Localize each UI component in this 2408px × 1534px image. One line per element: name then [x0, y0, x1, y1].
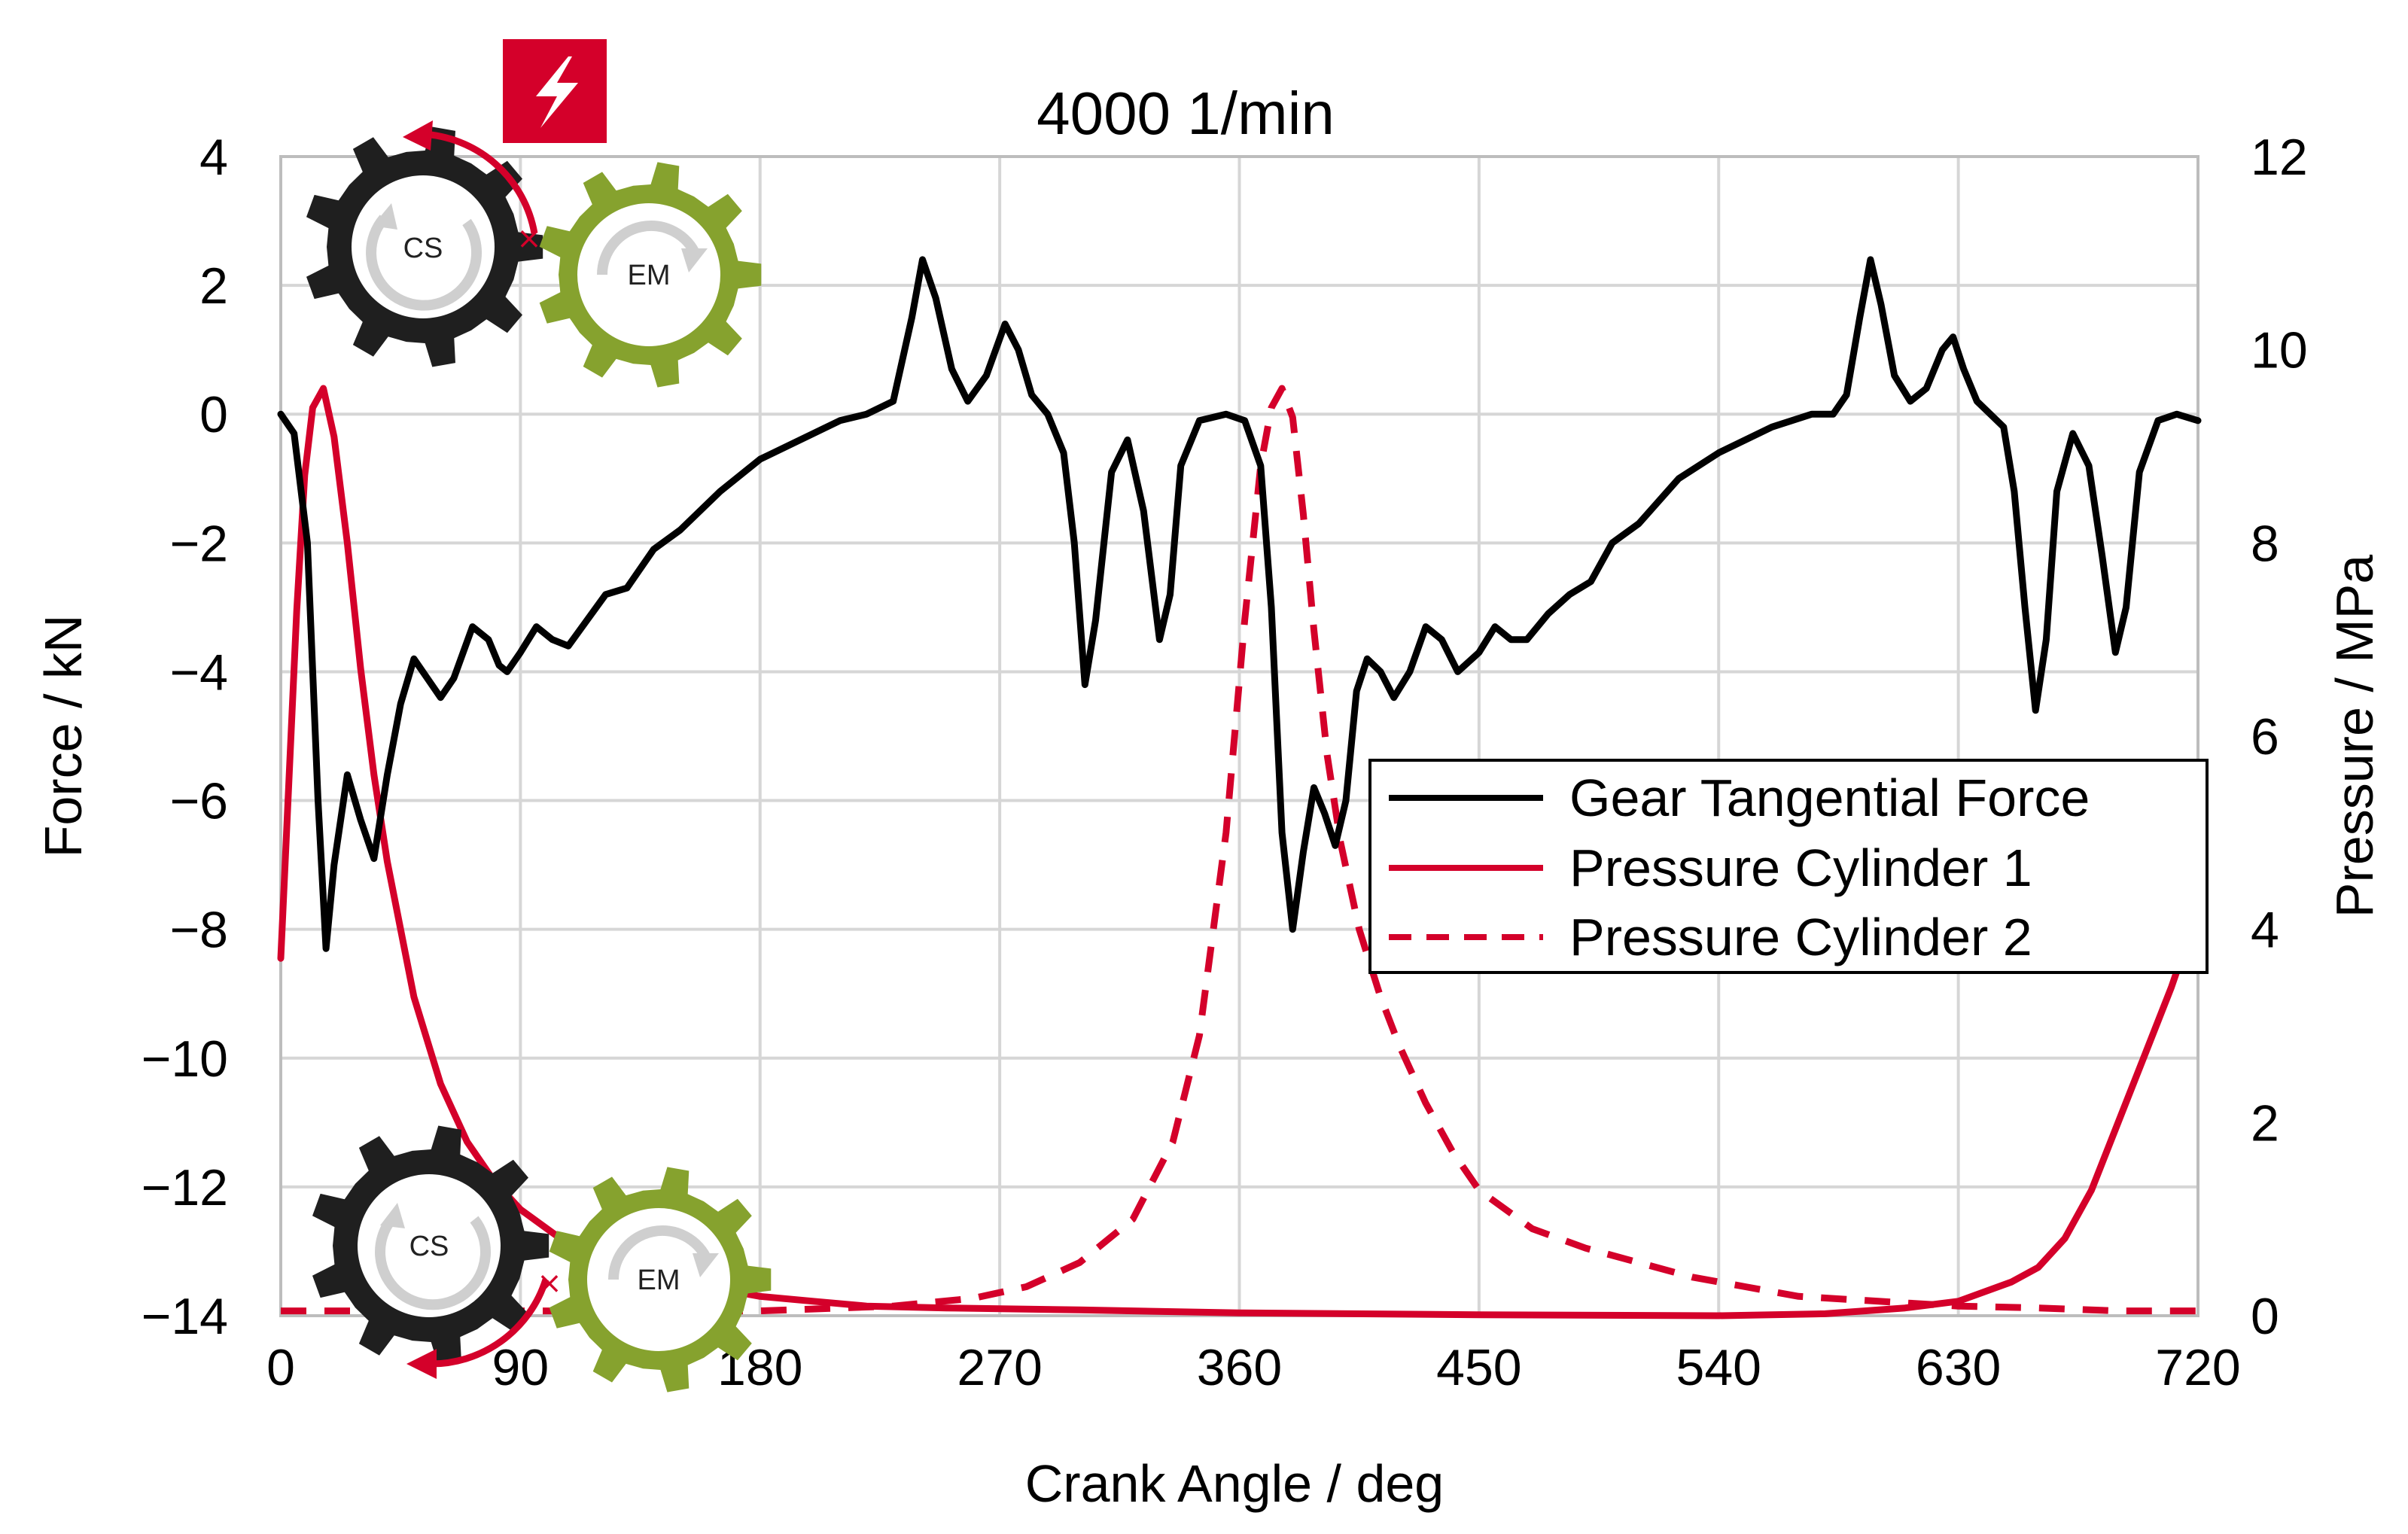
- y2-axis-label: Pressure / MPa: [2325, 555, 2384, 918]
- series-line-gear-tangential-force: [277, 256, 2202, 952]
- x-tick-labels: 0 90 180 270 360 450 540 630 720: [266, 1339, 2241, 1396]
- y2-tick-labels: 12 10 8 6 4 2 0: [2251, 129, 2308, 1345]
- y-tick-label: 0: [199, 386, 228, 443]
- y-tick-label: 4: [199, 129, 228, 186]
- cs-label-bottom: CS: [409, 1231, 449, 1262]
- y-tick-label: −8: [169, 902, 228, 959]
- y-tick-label: −12: [142, 1159, 228, 1216]
- grid: [279, 155, 2199, 1317]
- x-tick-label: 0: [266, 1339, 295, 1396]
- chart-title: 4000 1/min: [1037, 80, 1335, 147]
- y-tick-label: −10: [142, 1030, 228, 1088]
- force-arrow-top-icon: ×: [403, 120, 542, 256]
- cs-label-top: CS: [403, 233, 443, 264]
- y2-tick-label: 10: [2251, 322, 2308, 379]
- crankshaft-gear-bottom-icon: CS: [312, 1125, 549, 1366]
- em-label-bottom: EM: [638, 1265, 680, 1296]
- y-tick-label: −2: [169, 515, 228, 572]
- x-tick-label: 720: [2155, 1339, 2240, 1396]
- y2-tick-label: 0: [2251, 1288, 2279, 1345]
- electric-machine-gear-top-icon: EM: [539, 162, 762, 388]
- y-tick-label: −14: [142, 1288, 228, 1345]
- legend: Gear Tangential Force Pressure Cylinder …: [1368, 759, 2209, 974]
- force-arrow-bottom-icon: ×: [406, 1266, 562, 1379]
- x-tick-label: 90: [492, 1339, 549, 1396]
- svg-text:×: ×: [537, 1266, 562, 1301]
- y2-tick-label: 2: [2251, 1094, 2279, 1152]
- x-tick-label: 360: [1197, 1339, 1282, 1396]
- legend-label-pressure-cyl1: Pressure Cylinder 1: [1569, 839, 2032, 897]
- x-tick-label: 540: [1676, 1339, 1761, 1396]
- x-tick-label: 450: [1436, 1339, 1521, 1396]
- y2-tick-label: 8: [2251, 515, 2279, 572]
- x-axis-label: Crank Angle / deg: [1025, 1454, 1444, 1513]
- y2-tick-label: 4: [2251, 902, 2279, 959]
- lightning-bolt-icon: [503, 39, 607, 143]
- y2-tick-label: 6: [2251, 708, 2279, 765]
- y-tick-label: −6: [169, 773, 228, 830]
- electric-machine-gear-bottom-icon: EM: [549, 1167, 772, 1392]
- y-axis-label: Force / kN: [34, 615, 93, 858]
- legend-label-pressure-cyl2: Pressure Cylinder 2: [1569, 908, 2032, 966]
- em-label-top: EM: [628, 260, 671, 291]
- x-tick-label: 270: [957, 1339, 1042, 1396]
- y-tick-label: 2: [199, 257, 228, 315]
- legend-label-gear-force: Gear Tangential Force: [1569, 769, 2090, 827]
- svg-text:×: ×: [516, 221, 542, 256]
- series-line-pressure-cylinder-2: [281, 385, 2198, 1315]
- x-tick-label: 630: [1916, 1339, 2001, 1396]
- y-tick-label: −4: [169, 644, 228, 701]
- crankshaft-gear-top-icon: CS: [306, 126, 543, 367]
- y-tick-labels: 4 2 0 −2 −4 −6 −8 −10 −12 −14: [142, 129, 228, 1345]
- y2-tick-label: 12: [2251, 129, 2308, 186]
